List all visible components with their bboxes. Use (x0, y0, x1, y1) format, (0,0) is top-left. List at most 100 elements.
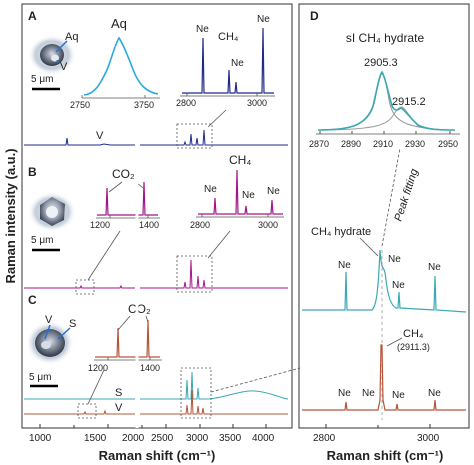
panel-c-zoom-box-left (77, 403, 97, 419)
right-tick-3000: 3000 (417, 433, 440, 444)
panel-d-ne-top-3: Ne (392, 280, 405, 291)
panel-a-ch4-label: CH₄ (218, 31, 239, 43)
panel-d-measured-spectrum (317, 70, 456, 131)
panel-d-hydrate-arrow (359, 237, 379, 257)
panel-a-zoom-box (176, 123, 213, 149)
panel-d-ne-bottom-4: Ne (428, 388, 441, 399)
left-tick-3500: 3500 (219, 433, 242, 444)
panel-a-aq-peak-label: Aq (111, 16, 127, 31)
panel-c-s-micro-label: S (69, 318, 76, 330)
panel-b-co2-inset (96, 181, 160, 219)
panel-c-trace-v-right (140, 389, 288, 415)
panel-d-peak1-label: 2905.3 (364, 57, 398, 69)
panel-a-aq-micro-label: Aq (65, 31, 78, 43)
panel-a-ne-label-1: Ne (196, 24, 209, 35)
panel-b-ch4-spectrum (198, 169, 283, 215)
right-panel-frame (298, 3, 470, 429)
panel-d-peak2-label: 2915.2 (392, 96, 426, 108)
panel-c-trace-s-right (140, 371, 289, 400)
panel-d-letter: D (310, 9, 319, 23)
panel-a-main-trace-right (140, 129, 288, 146)
panel-a-micrograph (28, 35, 76, 75)
panel-d-ne-top-4: Ne (428, 262, 441, 273)
panel-a-ch4-tick-2800: 2800 (176, 98, 196, 108)
left-tick-1000: 1000 (29, 433, 52, 444)
panel-b-ne-label-1: Ne (204, 184, 217, 195)
panel-d-inset-tick-2870: 2870 (309, 139, 329, 149)
left-panel-frame (21, 3, 293, 429)
left-x-axis (39, 424, 267, 428)
panel-c-scale-text: 5 μm (29, 372, 51, 383)
right-tick-2800: 2800 (313, 433, 336, 444)
panel-d-inset-tick-2910: 2910 (373, 139, 393, 149)
panel-d-ne-bottom-3: Ne (392, 390, 405, 401)
panel-b-main-trace-right (140, 259, 288, 289)
right-x-axis-label: Raman shift (cm⁻¹) (327, 448, 444, 463)
panel-d-ne-top-1: Ne (338, 260, 351, 271)
panel-c-co2-tick-1200: 1200 (88, 363, 108, 373)
panel-d-ne-bottom-1: Ne (338, 388, 351, 399)
panel-b-zoom-arrow-right (207, 230, 231, 259)
panel-b-ch4-tick-2800: 2800 (190, 220, 210, 230)
panel-d-inset-tick-2930: 2930 (405, 139, 425, 149)
panel-a-main-trace-left (24, 137, 135, 146)
panel-a-zoom-arrow (207, 109, 227, 128)
left-tick-3000: 3000 (186, 433, 209, 444)
panel-d-ch4-spectrum (302, 344, 466, 411)
left-tick-2000: 2000 (122, 433, 145, 444)
panel-a-ch4-tick-3000: 3000 (247, 98, 267, 108)
panel-d-fitting-arrow (381, 147, 401, 247)
panel-a-aq-tick-2750: 2750 (70, 100, 90, 110)
panel-b-co2-tick-1400: 1400 (139, 220, 159, 230)
panel-d-ch4-label: CH₄ (403, 328, 424, 340)
panel-c-co2-inset (94, 319, 162, 361)
panel-a-scale-text: 5 μm (31, 74, 53, 85)
panel-c-co2-tick-1400: 1400 (140, 363, 160, 373)
panel-b-ch4-tick-3000: 3000 (258, 220, 278, 230)
panel-c-co2-label: CO₂ (128, 302, 151, 316)
panel-c-co2-arrow-2 (145, 315, 149, 323)
panel-a-letter: A (28, 9, 37, 23)
panel-b-ch4-label: CH₄ (229, 153, 251, 167)
left-tick-4000: 4000 (252, 433, 275, 444)
panel-b-micrograph (28, 192, 76, 232)
panel-d-inset-tick-2890: 2890 (341, 139, 361, 149)
panel-c-zoom-arrow-left (87, 369, 105, 405)
panel-a-ne-label-2: Ne (231, 58, 244, 69)
panel-c-co2-arrow-1 (117, 315, 131, 331)
left-x-axis-label: Raman shift (cm⁻¹) (99, 448, 216, 463)
panel-c-trace-s-label: S (115, 387, 122, 399)
panel-b-zoom-box-right (176, 255, 213, 293)
panel-b-ne-label-2: Ne (242, 190, 255, 201)
panel-d-ne-bottom-2: Ne (362, 388, 375, 399)
panel-a-ne-label-3: Ne (257, 14, 270, 25)
panel-a-ch4-inset (180, 27, 275, 97)
panel-c-v-micro-label: V (45, 314, 53, 326)
panel-c-zoom-box-right (180, 367, 212, 419)
panel-d-inset-tick-2950: 2950 (438, 139, 458, 149)
panel-d-title: sI CH₄ hydrate (346, 31, 425, 45)
panel-d-ch4-arrow (386, 337, 403, 347)
panel-b-co2-label: CO₂ (112, 167, 135, 181)
y-axis-label: Raman intensity (a.u.) (3, 148, 18, 283)
panel-b-co2-tick-1200: 1200 (90, 220, 110, 230)
panel-b-zoom-arrow-left (87, 230, 121, 281)
panel-a-main-v-label: V (96, 130, 104, 142)
panel-d-peak-fitting-label: Peak fitting (392, 167, 421, 223)
panel-b-main-trace-left (24, 284, 135, 289)
left-tick-2500: 2500 (151, 433, 174, 444)
panel-c-trace-v-label: V (115, 402, 123, 414)
panel-c-letter: C (28, 293, 37, 307)
right-x-axis (325, 424, 431, 428)
panel-a-aq-inset (81, 36, 160, 99)
panel-a-aq-tick-3750: 3750 (134, 100, 154, 110)
panel-c-to-d-connector (210, 367, 301, 393)
panel-d-fit-inset (316, 70, 460, 135)
panel-b-co2-arrow-1 (108, 181, 123, 193)
panel-d-ne-top-2: Ne (388, 254, 401, 265)
panel-b-ch4-inset (196, 169, 284, 218)
panel-a-v-micro-label: V (60, 61, 68, 73)
panel-d-hydrate-label: CH₄ hydrate (311, 226, 371, 238)
panel-c-micrograph (26, 321, 74, 365)
left-tick-1500: 1500 (84, 433, 107, 444)
